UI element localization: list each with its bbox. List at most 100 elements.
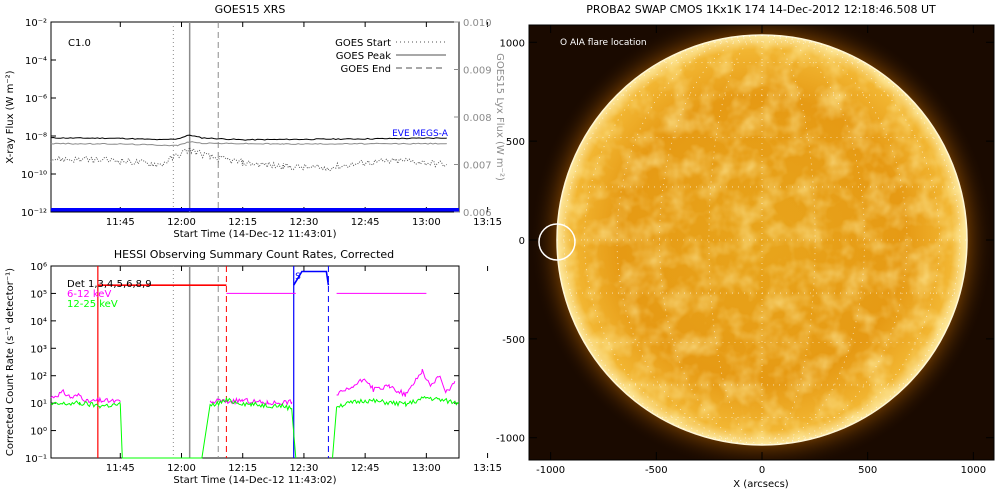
goes-legend-label: GOES End bbox=[341, 64, 391, 75]
hessi-series-line bbox=[293, 270, 330, 286]
hessi-series-line bbox=[50, 396, 297, 459]
goes-x-tick-label: 12:00 bbox=[167, 217, 196, 228]
goes-y-tick-label: 10⁻⁸ bbox=[25, 132, 47, 143]
longitude-line bbox=[761, 35, 908, 445]
hessi-event-markers bbox=[97, 266, 329, 458]
hessi-y-tick-label: 10¹ bbox=[30, 399, 47, 410]
goes-series bbox=[50, 134, 459, 212]
goes-y-axis-label: X-ray Flux (W m⁻²) bbox=[5, 70, 16, 163]
aia-flare-location-marker bbox=[538, 223, 576, 261]
heliographic-grid bbox=[557, 35, 967, 445]
goes-title: GOES15 XRS bbox=[215, 3, 286, 16]
goes-series-line bbox=[50, 134, 448, 141]
goes-right-y-ticks: 0.006 0.007 0.008 0.009 0.010 bbox=[454, 18, 492, 219]
longitude-line bbox=[584, 35, 763, 445]
swap-x-tick-label: -1000 bbox=[536, 465, 565, 476]
longitude-line bbox=[659, 35, 763, 445]
hessi-x-tick-label: 12:45 bbox=[351, 463, 380, 474]
longitude-line bbox=[761, 35, 940, 445]
goes-x-tick-label: 13:00 bbox=[412, 217, 441, 228]
swap-y-ticks: -1000 -500 0 500 1000 bbox=[496, 38, 994, 445]
goes-x-tick-label: 11:45 bbox=[106, 217, 135, 228]
hessi-y-tick-label: 10⁻¹ bbox=[25, 454, 47, 465]
hessi-y-tick-label: 10⁰ bbox=[30, 427, 47, 438]
hessi-series-line bbox=[336, 368, 456, 397]
hessi-s-label: S bbox=[295, 272, 301, 282]
goes-legend: GOES Start GOES Peak GOES End bbox=[335, 38, 446, 75]
goes-legend-label: GOES Start bbox=[335, 38, 391, 49]
hessi-count-rate-chart: HESSI Observing Summary Count Rates, Cor… bbox=[5, 248, 502, 486]
hessi-legend-label: Det 1,3,4,5,6,8,9 bbox=[67, 279, 152, 290]
hessi-x-tick-label: 12:15 bbox=[228, 463, 257, 474]
hessi-series-line bbox=[209, 396, 293, 406]
swap-image bbox=[529, 25, 994, 460]
hessi-y-tick-label: 10³ bbox=[30, 344, 47, 355]
goes-right-y-tick-label: 0.006 bbox=[463, 208, 492, 219]
goes-right-y-axis-label: GOES15 Lyx Flux (W m⁻²) bbox=[494, 53, 505, 181]
aia-flare-location-label: O AIA flare location bbox=[560, 38, 647, 48]
hessi-x-axis-label: Start Time (14-Dec-12 11:43:02) bbox=[173, 475, 336, 486]
hessi-y-tick-label: 10² bbox=[30, 372, 47, 383]
hessi-plot-frame bbox=[50, 265, 460, 459]
goes-y-tick-label: 10⁻⁴ bbox=[25, 56, 47, 67]
goes-y-tick-label: 10⁻⁶ bbox=[25, 94, 47, 105]
swap-image-panel: PROBA2 SWAP CMOS 1Kx1K 174 14-Dec-2012 1… bbox=[496, 3, 995, 490]
goes-series-line bbox=[50, 141, 447, 147]
hessi-x-tick-label: 11:45 bbox=[106, 463, 135, 474]
swap-y-tick-label: -1000 bbox=[496, 434, 525, 445]
swap-y-tick-label: 500 bbox=[506, 137, 525, 148]
eve-megs-a-label: EVE MEGS-A bbox=[392, 129, 449, 139]
goes-x-tick-label: 12:45 bbox=[351, 217, 380, 228]
goes-y-tick-label: 10⁻² bbox=[25, 18, 47, 29]
hessi-series-line bbox=[332, 395, 460, 459]
swap-x-tick-label: 0 bbox=[759, 465, 765, 476]
goes-x-axis-label: Start Time (14-Dec-12 11:43:01) bbox=[173, 229, 336, 240]
hessi-series bbox=[50, 270, 460, 459]
goes-y-tick-label: 10⁻¹⁰ bbox=[21, 170, 47, 181]
hessi-legend-label: 6-12 keV bbox=[67, 289, 111, 300]
swap-y-tick-label: -500 bbox=[502, 335, 525, 346]
hessi-x-tick-label: 12:30 bbox=[290, 463, 319, 474]
goes-series-line bbox=[50, 145, 448, 172]
goes-x-tick-label: 13:15 bbox=[473, 217, 502, 228]
longitude-line bbox=[616, 35, 763, 445]
longitude-line bbox=[563, 35, 763, 445]
hessi-series-line bbox=[50, 388, 121, 404]
hessi-y-tick-label: 10⁶ bbox=[30, 262, 47, 273]
longitude-line bbox=[761, 35, 865, 445]
swap-title: PROBA2 SWAP CMOS 1Kx1K 174 14-Dec-2012 1… bbox=[586, 3, 936, 16]
swap-x-axis-label: X (arcsecs) bbox=[733, 479, 789, 490]
goes-y-tick-label: 10⁻¹² bbox=[21, 208, 47, 219]
swap-x-tick-label: -500 bbox=[645, 465, 668, 476]
swap-x-ticks: -1000 -500 0 500 1000 bbox=[536, 25, 986, 476]
goes-right-y-tick-label: 0.009 bbox=[463, 66, 492, 77]
swap-x-tick-label: 1000 bbox=[961, 465, 986, 476]
goes-event-markers bbox=[172, 22, 219, 212]
goes-right-y-tick-label: 0.010 bbox=[463, 18, 492, 29]
swap-y-tick-label: 0 bbox=[519, 236, 525, 247]
hessi-y-axis-label: Corrected Count Rate (s⁻¹ detector⁻¹) bbox=[5, 268, 16, 456]
hessi-x-tick-label: 12:00 bbox=[167, 463, 196, 474]
goes-legend-label: GOES Peak bbox=[336, 51, 391, 62]
goes-right-y-tick-label: 0.008 bbox=[463, 113, 492, 124]
hessi-y-tick-label: 10⁵ bbox=[30, 289, 47, 300]
swap-y-tick-label: 1000 bbox=[500, 38, 525, 49]
hessi-y-tick-label: 10⁴ bbox=[30, 317, 47, 328]
goes-plot-frame bbox=[50, 21, 460, 213]
longitude-line bbox=[761, 35, 961, 445]
hessi-x-tick-label: 13:15 bbox=[473, 463, 502, 474]
goes-xrs-chart: GOES15 XRS 11:45 12:00 12:15 12:30 12:45 13:0… bbox=[5, 3, 505, 240]
goes-right-y-tick-label: 0.007 bbox=[463, 161, 492, 172]
hessi-x-ticks: 11:45 12:00 12:15 12:30 12:45 13:00 13:15 bbox=[106, 266, 502, 474]
swap-x-tick-label: 500 bbox=[858, 465, 877, 476]
hessi-title: HESSI Observing Summary Count Rates, Cor… bbox=[114, 248, 394, 261]
goes-x-ticks: 11:45 12:00 12:15 12:30 12:45 13:00 13:15 bbox=[106, 22, 502, 228]
goes-x-tick-label: 12:30 bbox=[290, 217, 319, 228]
goes-y-ticks: 10⁻¹² 10⁻¹⁰ 10⁻⁸ 10⁻⁶ 10⁻⁴ 10⁻² bbox=[21, 18, 56, 219]
goes-x-tick-label: 12:15 bbox=[228, 217, 257, 228]
hessi-y-ticks: 10⁻¹ 10⁰ 10¹ 10² 10³ 10⁴ 10⁵ 10⁶ bbox=[25, 262, 459, 465]
hessi-legend-label: 12-25 keV bbox=[67, 299, 118, 310]
hessi-x-tick-label: 13:00 bbox=[412, 463, 441, 474]
